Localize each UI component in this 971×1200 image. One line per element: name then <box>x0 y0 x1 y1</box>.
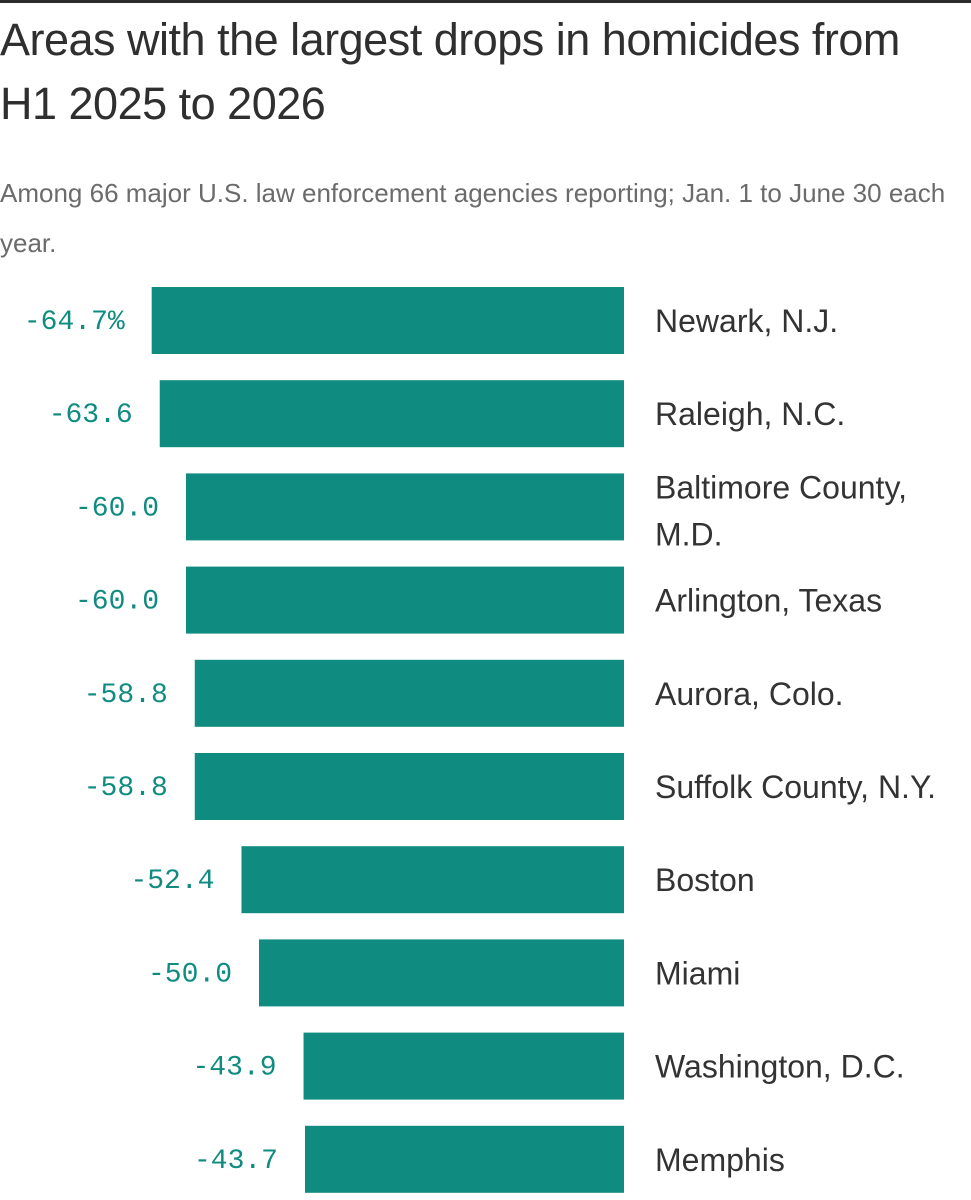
value-label: -63.6 <box>49 400 133 431</box>
value-label: -52.4 <box>130 866 214 897</box>
top-rule <box>0 0 971 3</box>
category-label: Arlington, Texas <box>655 583 882 619</box>
category-label-line: Raleigh, N.C. <box>655 396 845 432</box>
bar <box>259 939 624 1007</box>
category-label: Suffolk County, N.Y. <box>655 769 936 805</box>
category-label-line: Washington, D.C. <box>655 1049 905 1085</box>
category-label-line: M.D. <box>655 516 723 552</box>
category-label: Miami <box>655 955 740 991</box>
category-label: Newark, N.J. <box>655 303 838 339</box>
bar <box>304 1125 624 1193</box>
category-label: Memphis <box>655 1142 785 1178</box>
bar <box>151 287 624 354</box>
category-label-line: Baltimore County, <box>655 469 907 505</box>
bar <box>159 380 624 448</box>
category-label: Baltimore County, M.D. <box>655 469 907 552</box>
category-label: Boston <box>655 862 755 898</box>
category-label-line: Newark, N.J. <box>655 303 838 339</box>
category-label-line: Arlington, Texas <box>655 583 882 619</box>
value-label: -60.0 <box>75 587 159 618</box>
category-label-line: Miami <box>655 955 740 991</box>
value-label: -64.7% <box>24 307 125 338</box>
bar <box>186 473 624 541</box>
bar <box>186 566 624 634</box>
category-label-line: Boston <box>655 862 755 898</box>
bar <box>194 659 624 727</box>
value-label: -43.7 <box>194 1146 278 1177</box>
chart-subtitle: Among 66 major U.S. law enforcement agen… <box>0 178 946 258</box>
value-label: -50.0 <box>148 959 232 990</box>
value-label: -43.9 <box>193 1053 277 1084</box>
value-label: -58.8 <box>84 680 168 711</box>
value-label: -58.8 <box>84 773 168 804</box>
category-label: Washington, D.C. <box>655 1049 905 1085</box>
chart-title: Areas with the largest drops in homicide… <box>0 14 900 129</box>
category-label-line: Memphis <box>655 1142 785 1178</box>
category-label-line: Aurora, Colo. <box>655 676 844 712</box>
bar <box>303 1032 624 1100</box>
category-label: Aurora, Colo. <box>655 676 844 712</box>
value-label: -60.0 <box>75 493 159 524</box>
bar <box>194 753 624 820</box>
bar <box>241 846 625 914</box>
category-label: Raleigh, N.C. <box>655 396 845 432</box>
category-label-line: Suffolk County, N.Y. <box>655 769 936 805</box>
bar-chart: -64.7% Newark, N.J. -63.6 Raleigh, N.C. -60.… <box>24 287 936 1193</box>
